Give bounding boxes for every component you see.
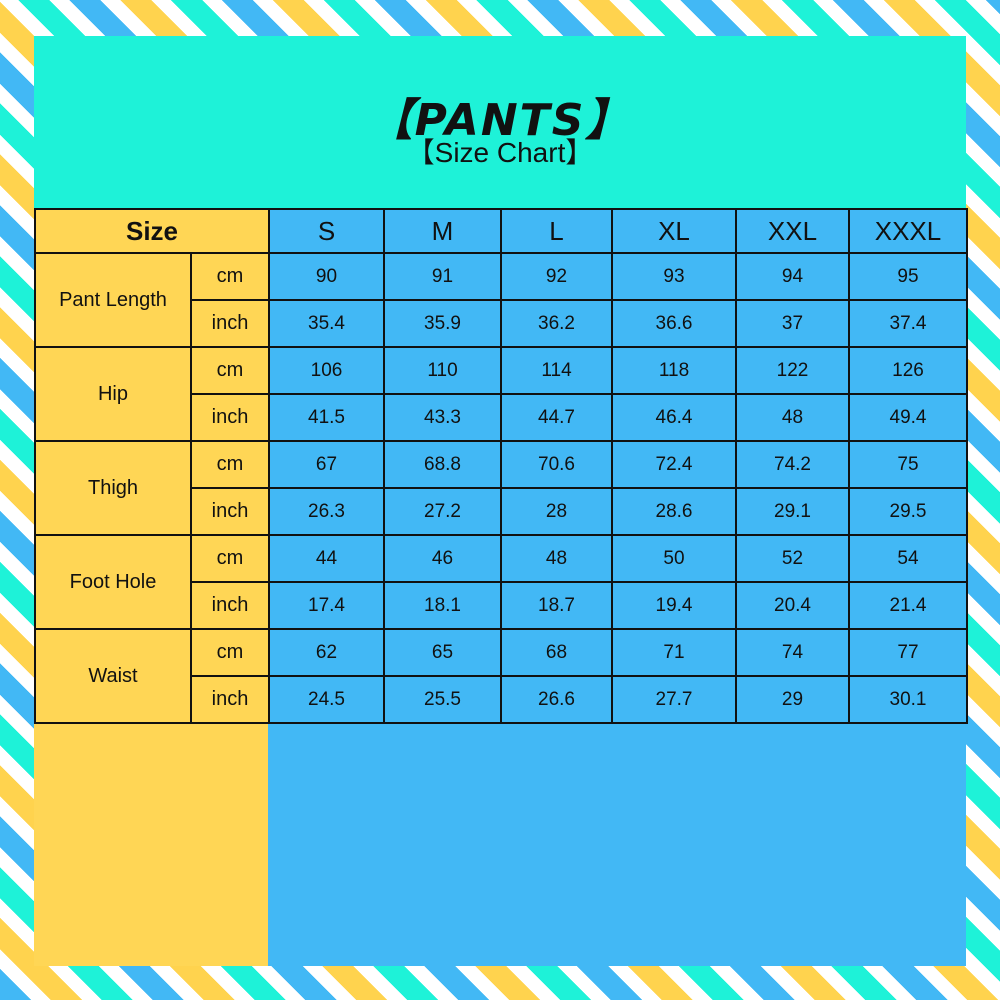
value-cell: 118: [611, 346, 737, 395]
value-cell: 18.1: [383, 581, 502, 630]
measurement-label: Waist: [34, 628, 192, 724]
value-cell: 26.6: [500, 675, 613, 724]
value-cell: 19.4: [611, 581, 737, 630]
value-cell: 52: [735, 534, 850, 583]
value-cell: 48: [735, 393, 850, 442]
value-cell: 18.7: [500, 581, 613, 630]
value-cell: 70.6: [500, 440, 613, 489]
unit-label: cm: [190, 440, 270, 489]
value-cell: 25.5: [383, 675, 502, 724]
measurement-label: Hip: [34, 346, 192, 442]
size-column-header: XXL: [735, 208, 850, 254]
size-header: Size: [34, 208, 270, 254]
value-cell: 77: [848, 628, 968, 677]
table-row: Foot Hole cm 44 46 48 50 52 54: [34, 534, 968, 630]
value-cell: 110: [383, 346, 502, 395]
header-row: Size S M L XL XXL XXXL: [34, 208, 968, 254]
value-cell: 93: [611, 252, 737, 301]
title: 【PANTS】: [368, 95, 632, 146]
value-cell: 17.4: [268, 581, 385, 630]
value-cell: 36.6: [611, 299, 737, 348]
value-cell: 44: [268, 534, 385, 583]
unit-label: inch: [190, 299, 270, 348]
size-table: Size S M L XL XXL XXXL Pant Length cm 90 91 92 93 9…: [34, 208, 968, 724]
value-cell: 43.3: [383, 393, 502, 442]
size-column-header: S: [268, 208, 385, 254]
value-cell: 29: [735, 675, 850, 724]
value-cell: 37: [735, 299, 850, 348]
value-cell: 71: [611, 628, 737, 677]
value-cell: 90: [268, 252, 385, 301]
size-column-header: M: [383, 208, 502, 254]
table-row: inch 24.5 25.5 26.6 27.7 29 30.1: [35, 675, 968, 724]
value-cell: 48: [500, 534, 613, 583]
value-cell: 67: [268, 440, 385, 489]
value-cell: 41.5: [268, 393, 385, 442]
filler-yellow: [34, 720, 268, 966]
value-cell: 91: [383, 252, 502, 301]
table-row: Pant Length cm 90 91 92 93 94 95: [34, 252, 968, 348]
value-cell: 27.2: [383, 487, 502, 536]
value-cell: 50: [611, 534, 737, 583]
size-column-header: XL: [611, 208, 737, 254]
value-cell: 95: [848, 252, 968, 301]
value-cell: 37.4: [848, 299, 968, 348]
table-row: Waist cm 62 65 68 71 74 77: [34, 628, 968, 724]
value-cell: 114: [500, 346, 613, 395]
table-row: Hip cm 106 110 114 118 122 126: [34, 346, 968, 442]
value-cell: 26.3: [268, 487, 385, 536]
subtitle: 【Size Chart】: [406, 137, 594, 168]
value-cell: 54: [848, 534, 968, 583]
value-cell: 27.7: [611, 675, 737, 724]
filler-blue: [268, 720, 966, 966]
table-row: inch 41.5 43.3 44.7 46.4 48 49.4: [35, 393, 968, 442]
unit-label: cm: [190, 346, 270, 395]
unit-label: inch: [190, 393, 270, 442]
value-cell: 21.4: [848, 581, 968, 630]
table-row: inch 26.3 27.2 28 28.6 29.1 29.5: [35, 487, 968, 536]
value-cell: 35.4: [268, 299, 385, 348]
value-cell: 35.9: [383, 299, 502, 348]
value-cell: 68.8: [383, 440, 502, 489]
unit-label: inch: [190, 675, 270, 724]
value-cell: 29.1: [735, 487, 850, 536]
table-row: Thigh cm 67 68.8 70.6 72.4 74.2 75: [34, 440, 968, 536]
unit-label: cm: [190, 252, 270, 301]
value-cell: 126: [848, 346, 968, 395]
value-cell: 65: [383, 628, 502, 677]
value-cell: 68: [500, 628, 613, 677]
unit-label: cm: [190, 628, 270, 677]
measurement-label: Thigh: [34, 440, 192, 536]
measurement-label: Pant Length: [34, 252, 192, 348]
table-row: inch 17.4 18.1 18.7 19.4 20.4 21.4: [35, 581, 968, 630]
value-cell: 122: [735, 346, 850, 395]
value-cell: 28.6: [611, 487, 737, 536]
value-cell: 62: [268, 628, 385, 677]
unit-label: cm: [190, 534, 270, 583]
value-cell: 49.4: [848, 393, 968, 442]
table-row: inch 35.4 35.9 36.2 36.6 37 37.4: [35, 299, 968, 348]
size-column-header: L: [500, 208, 613, 254]
value-cell: 72.4: [611, 440, 737, 489]
value-cell: 28: [500, 487, 613, 536]
value-cell: 94: [735, 252, 850, 301]
unit-label: inch: [190, 581, 270, 630]
value-cell: 106: [268, 346, 385, 395]
measurement-label: Foot Hole: [34, 534, 192, 630]
size-column-header: XXXL: [848, 208, 968, 254]
value-cell: 75: [848, 440, 968, 489]
value-cell: 74: [735, 628, 850, 677]
value-cell: 20.4: [735, 581, 850, 630]
value-cell: 74.2: [735, 440, 850, 489]
value-cell: 46: [383, 534, 502, 583]
value-cell: 44.7: [500, 393, 613, 442]
value-cell: 36.2: [500, 299, 613, 348]
value-cell: 29.5: [848, 487, 968, 536]
value-cell: 46.4: [611, 393, 737, 442]
value-cell: 92: [500, 252, 613, 301]
unit-label: inch: [190, 487, 270, 536]
value-cell: 30.1: [848, 675, 968, 724]
value-cell: 24.5: [268, 675, 385, 724]
